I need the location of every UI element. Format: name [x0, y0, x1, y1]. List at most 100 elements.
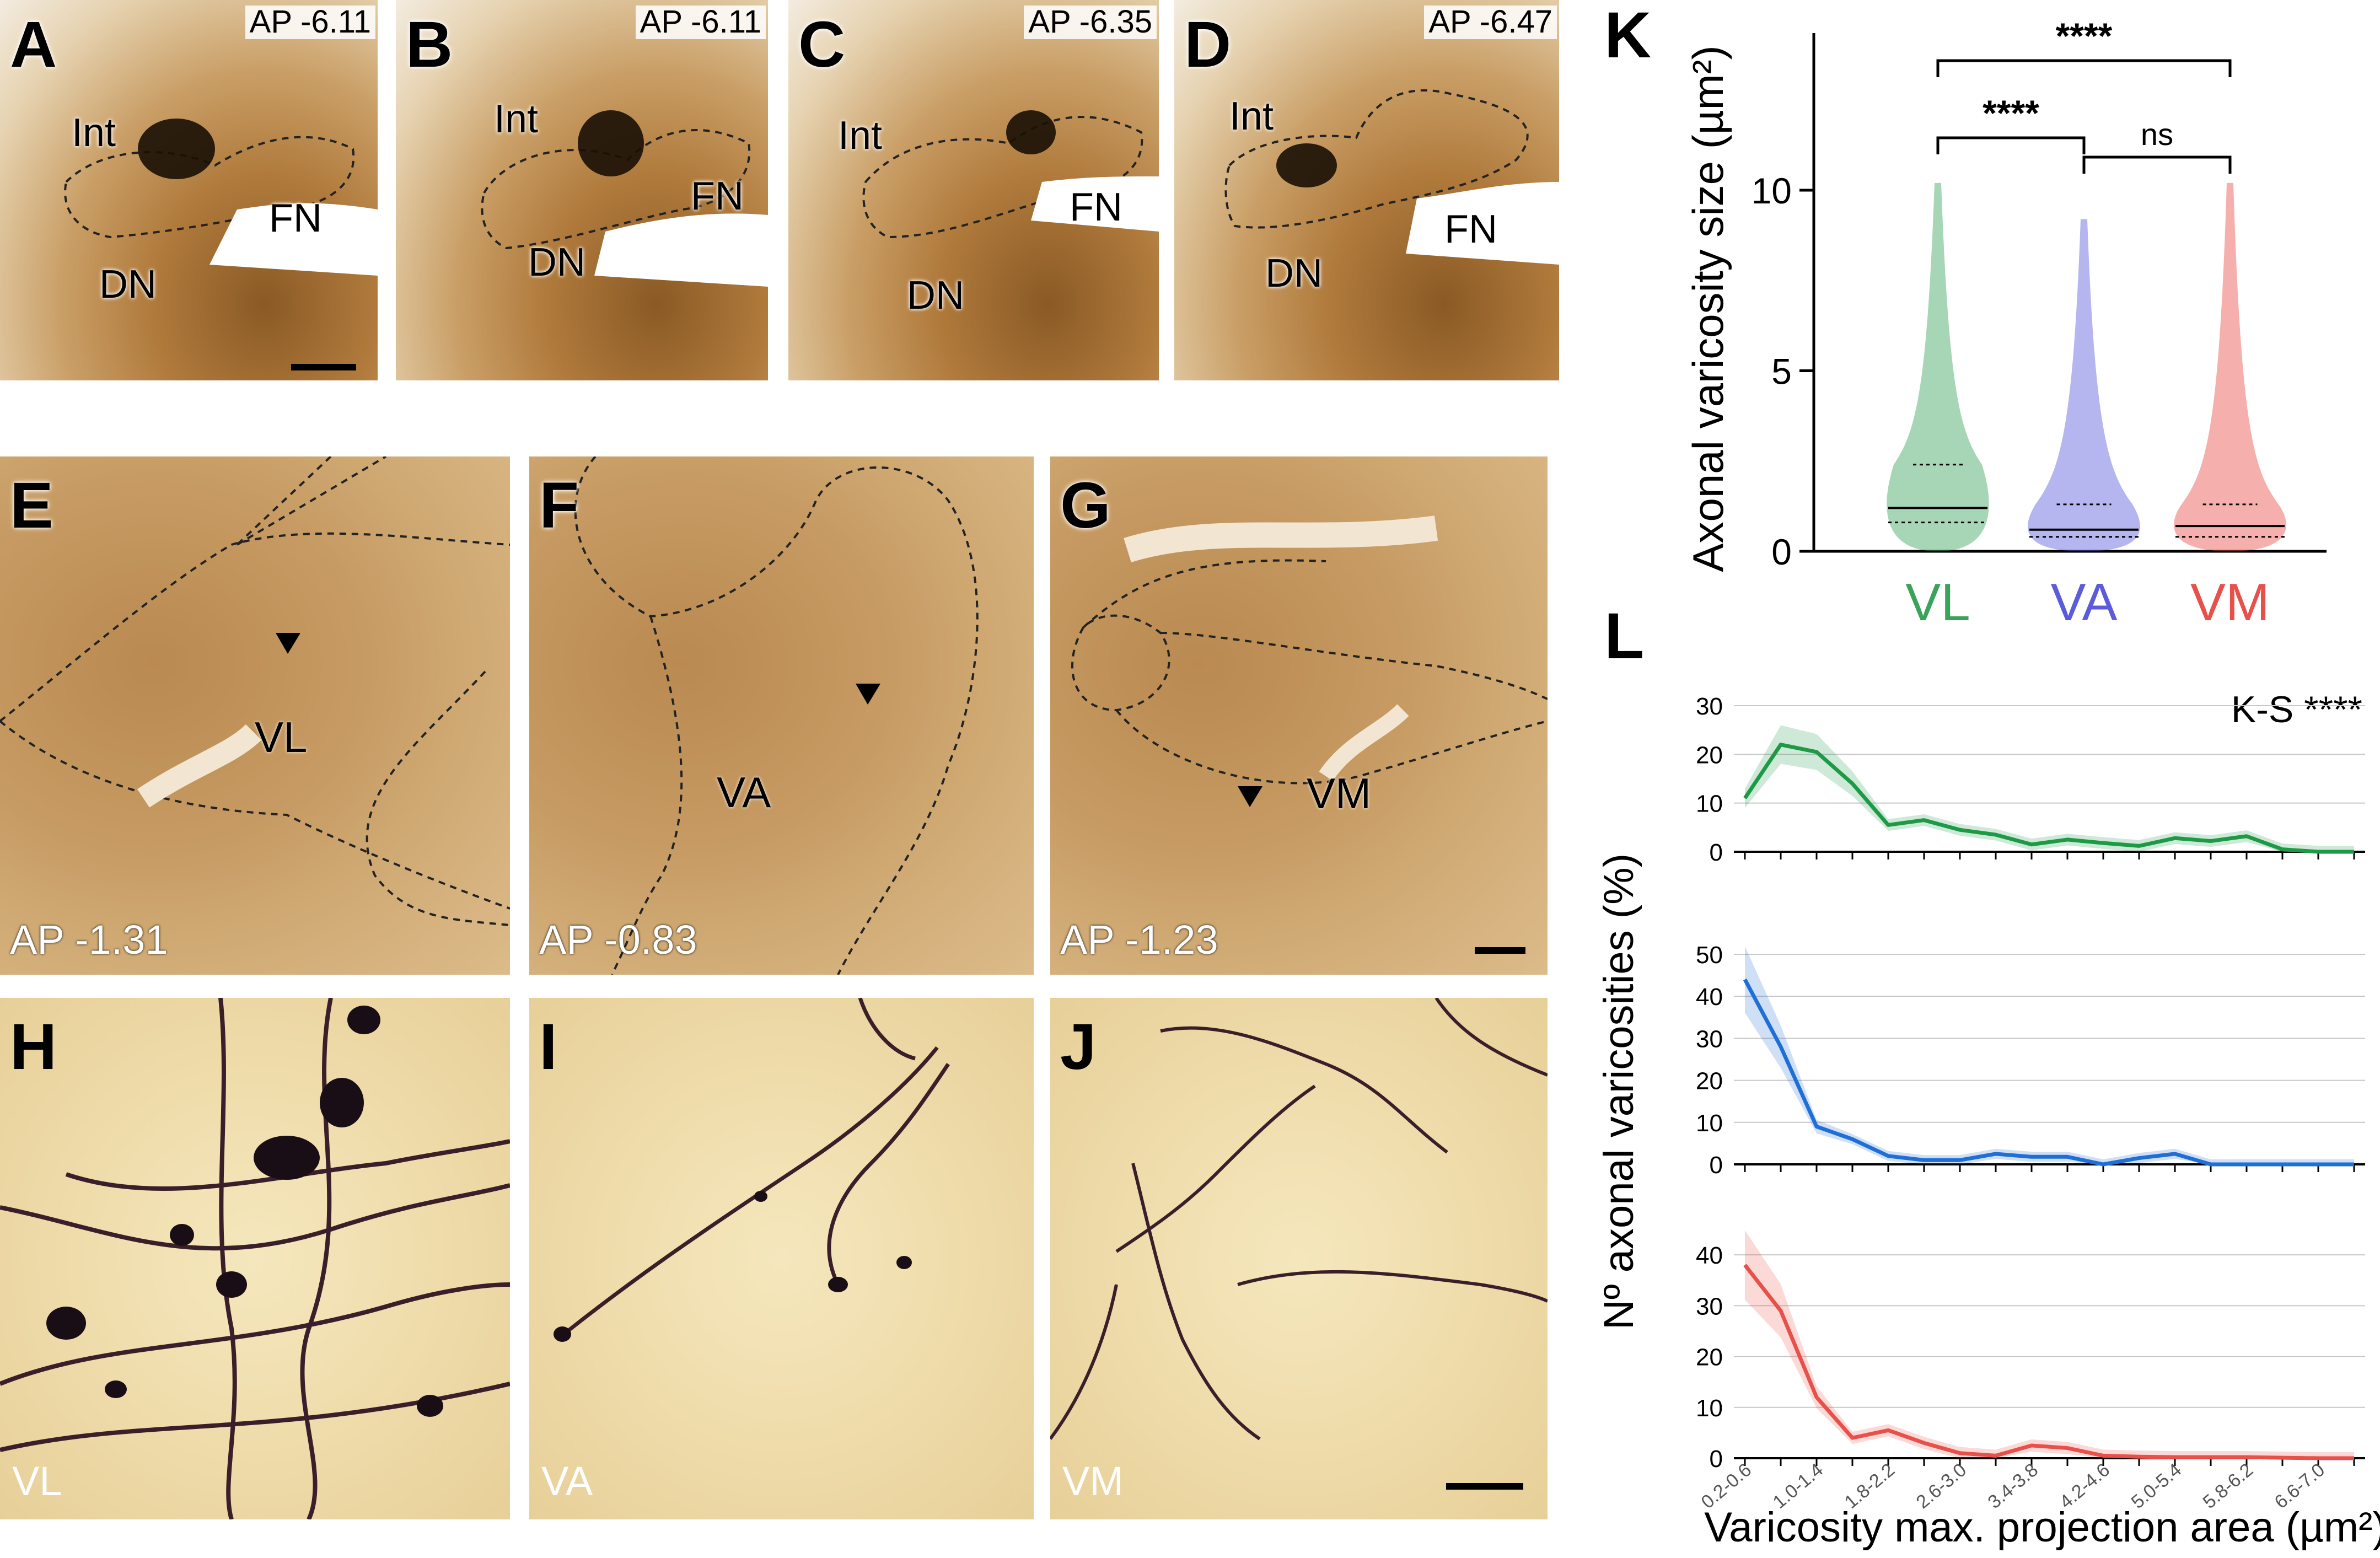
x-axis-label: Varicosity max. projection area (µm²)	[1704, 1504, 2380, 1551]
violin-va	[2028, 219, 2140, 551]
error-band-vm	[1745, 1230, 2354, 1458]
fn-label: FN	[1070, 185, 1122, 229]
cerebellar-nuclei-outline	[481, 110, 768, 287]
cerebellar-nuclei-outline	[64, 119, 378, 276]
line-series-vm	[1743, 1264, 2354, 1460]
int-label: Int	[494, 97, 539, 141]
category-label-vm: VM	[2190, 573, 2270, 632]
scale-bar	[1446, 1483, 1523, 1490]
violin-chart: Axonal varicosity size (µm²) 0 5 10 VL VA VM *…	[1684, 15, 2327, 632]
thalamic-nuclei-outline	[0, 456, 510, 926]
scale-bar	[1475, 947, 1525, 954]
dn-label: DN	[1265, 251, 1323, 296]
region-label: VM	[1307, 769, 1371, 818]
int-label: Int	[72, 111, 116, 155]
ap-coordinate: AP -6.47	[1424, 5, 1557, 39]
fn-label: FN	[1444, 207, 1497, 251]
y-tick-label: 20	[1696, 1344, 1723, 1371]
region-label: VA	[717, 768, 771, 816]
panel-letter: D	[1184, 8, 1232, 81]
violin-vl	[1887, 182, 1989, 551]
axon-fibers	[1050, 998, 1548, 1441]
panel-letter: H	[10, 1011, 57, 1083]
y-tick-label: 0	[1710, 1152, 1723, 1179]
panel-letter-k: K	[1604, 0, 1652, 72]
y-tick-label: 40	[1696, 1242, 1723, 1269]
line-chart-stack: Nº axonal varicosities (%) Varicosity ma…	[1595, 689, 2380, 1551]
ap-coordinate: AP -6.11	[635, 5, 766, 39]
y-tick-label: 30	[1696, 1293, 1723, 1320]
ap-coordinate: AP -6.35	[1024, 5, 1157, 39]
panel-letter: J	[1060, 1011, 1097, 1083]
significance-label: ns	[2141, 117, 2173, 152]
significance-label: ****	[2056, 15, 2113, 56]
panel-letter: G	[1060, 469, 1111, 542]
panel-letter: I	[539, 1011, 557, 1083]
y-tick-label: 30	[1696, 693, 1723, 720]
y-tick-label: 50	[1696, 942, 1723, 969]
thalamic-nuclei-outline	[574, 456, 979, 975]
y-tick-label: 0	[1710, 1446, 1723, 1473]
panel-h: H VL	[0, 998, 510, 1519]
axon-fibers	[0, 998, 510, 1519]
region-label: VL	[12, 1458, 62, 1504]
panel-letter: B	[406, 8, 453, 81]
cerebellar-nuclei-outline	[1224, 89, 1559, 265]
y-tick-label: 20	[1696, 742, 1723, 769]
line-series-vl	[1743, 743, 2354, 854]
ap-coordinate: AP -1.31	[10, 917, 168, 963]
int-label: Int	[1229, 94, 1274, 138]
y-tick-label: 0	[1771, 531, 1792, 572]
panel-e: E VL AP -1.31	[0, 456, 510, 975]
y-tick-label: 10	[1696, 1110, 1723, 1137]
ap-coordinate: AP -0.83	[539, 917, 697, 963]
category-label-vl: VL	[1905, 573, 1970, 632]
panel-letter: C	[798, 8, 846, 81]
ap-coordinate: AP -6.11	[245, 5, 375, 39]
ap-coordinate: AP -1.23	[1060, 917, 1218, 963]
fn-label: FN	[269, 196, 322, 240]
y-axis-label: Nº axonal varicosities (%)	[1595, 853, 1642, 1330]
panel-g: G VM AP -1.23	[1050, 456, 1548, 975]
y-tick-label: 40	[1696, 984, 1723, 1011]
y-axis-label: Axonal varicosity size (µm²)	[1684, 45, 1732, 572]
region-label: VA	[541, 1458, 593, 1504]
y-tick-label: 0	[1710, 839, 1723, 866]
panel-letter: E	[10, 469, 53, 542]
fn-label: FN	[691, 174, 744, 218]
ks-test-label: K-S ****	[2231, 689, 2362, 730]
category-label-va: VA	[2051, 573, 2118, 632]
dn-label: DN	[99, 262, 157, 307]
panel-b: B AP -6.11 Int FN DN	[396, 0, 768, 380]
panel-a: A AP -6.11 Int FN DN	[0, 0, 378, 380]
region-label: VM	[1062, 1458, 1124, 1504]
int-label: Int	[838, 114, 883, 158]
dn-label: DN	[907, 273, 964, 318]
line-series-va	[1743, 979, 2354, 1167]
panel-f: F VA AP -0.83	[529, 456, 1034, 975]
significance-bracket	[2082, 155, 2232, 174]
y-tick-label: 10	[1696, 1395, 1723, 1422]
significance-bracket	[1936, 136, 2086, 154]
panel-letter: A	[10, 8, 57, 81]
dn-label: DN	[528, 240, 585, 284]
y-tick-label: 20	[1696, 1068, 1723, 1095]
scale-bar	[291, 364, 356, 370]
significance-label: ****	[1983, 93, 2039, 133]
panel-letter-l: L	[1604, 600, 1645, 673]
y-tick-label: 30	[1696, 1025, 1723, 1052]
y-tick-label: 10	[1752, 170, 1792, 211]
panel-c: C AP -6.35 Int FN DN	[788, 0, 1159, 380]
thalamic-nuclei-outline	[1071, 515, 1548, 807]
cerebellar-nuclei-outline	[862, 110, 1159, 239]
y-tick-label: 5	[1771, 351, 1792, 392]
panel-letter: F	[539, 469, 579, 542]
panel-i: I VA	[529, 998, 1034, 1519]
region-label: VL	[255, 713, 308, 761]
significance-bracket	[1936, 59, 2232, 77]
y-tick-label: 10	[1696, 791, 1723, 818]
panel-d: D AP -6.47 Int FN DN	[1174, 0, 1559, 380]
error-band-vl	[1745, 725, 2354, 852]
panel-j: J VM	[1050, 998, 1548, 1519]
